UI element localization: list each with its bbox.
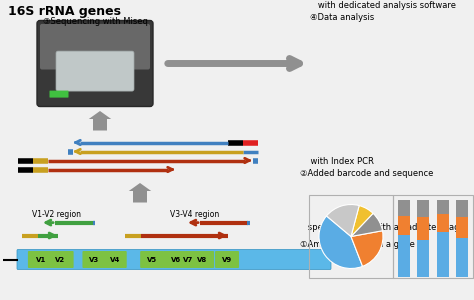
Bar <box>456 217 468 238</box>
Text: V8: V8 <box>197 256 207 262</box>
Wedge shape <box>351 206 373 236</box>
Text: with dedicated analysis software: with dedicated analysis software <box>310 2 456 10</box>
FancyBboxPatch shape <box>46 251 73 268</box>
Text: ④Data analysis: ④Data analysis <box>310 14 374 22</box>
Text: ②Added barcode and sequence: ②Added barcode and sequence <box>300 169 433 178</box>
Text: V2: V2 <box>55 256 65 262</box>
Bar <box>418 240 429 277</box>
Text: 16S rRNA genes: 16S rRNA genes <box>8 5 121 18</box>
FancyBboxPatch shape <box>28 251 55 268</box>
Text: V7: V7 <box>183 256 193 262</box>
Wedge shape <box>319 216 363 268</box>
FancyBboxPatch shape <box>164 251 188 268</box>
Text: V1: V1 <box>36 256 46 262</box>
FancyBboxPatch shape <box>103 251 127 268</box>
Bar <box>456 238 468 277</box>
FancyBboxPatch shape <box>140 251 164 268</box>
Bar <box>418 200 429 217</box>
FancyBboxPatch shape <box>190 251 214 268</box>
FancyBboxPatch shape <box>56 51 134 91</box>
FancyBboxPatch shape <box>40 24 150 70</box>
Bar <box>398 215 410 235</box>
Text: V3: V3 <box>89 256 100 262</box>
FancyBboxPatch shape <box>17 250 331 269</box>
Text: V1-V2 region: V1-V2 region <box>33 210 82 219</box>
Bar <box>398 200 410 215</box>
Text: V3-V4 region: V3-V4 region <box>170 210 219 219</box>
Wedge shape <box>351 231 383 266</box>
Wedge shape <box>327 205 359 236</box>
Text: ①Amplification with a gene: ①Amplification with a gene <box>300 240 415 249</box>
Bar <box>437 200 448 214</box>
Text: specific primer with an adapter (tag): specific primer with an adapter (tag) <box>300 224 463 232</box>
Text: V4: V4 <box>109 256 120 262</box>
FancyBboxPatch shape <box>49 91 69 98</box>
Text: ③Sequencing with Miseq: ③Sequencing with Miseq <box>43 17 147 26</box>
Bar <box>398 235 410 277</box>
Text: with Index PCR: with Index PCR <box>300 158 374 166</box>
Bar <box>418 217 429 240</box>
Bar <box>437 232 448 277</box>
FancyArrow shape <box>129 183 151 203</box>
Bar <box>456 200 468 217</box>
FancyBboxPatch shape <box>176 251 200 268</box>
FancyBboxPatch shape <box>82 251 107 268</box>
FancyBboxPatch shape <box>37 20 153 106</box>
FancyBboxPatch shape <box>215 251 239 268</box>
FancyArrow shape <box>89 111 111 130</box>
Text: V6: V6 <box>171 256 181 262</box>
Wedge shape <box>351 213 383 236</box>
Text: V9: V9 <box>222 256 232 262</box>
Text: V5: V5 <box>147 256 157 262</box>
Bar <box>437 214 448 232</box>
